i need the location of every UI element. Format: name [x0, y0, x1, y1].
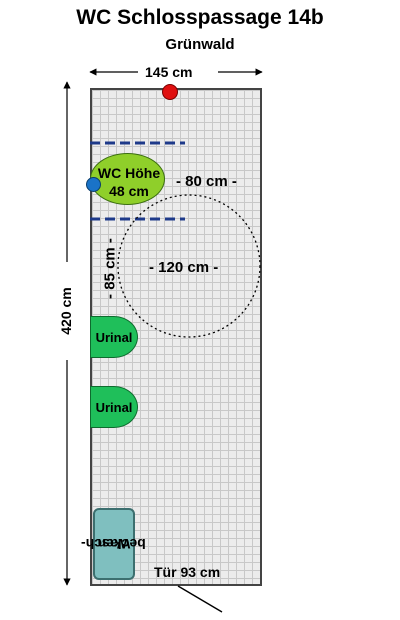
- wc-front-clearance-label: - 85 cm -: [101, 238, 119, 299]
- turning-circle: [117, 194, 261, 338]
- urinal-2: Urinal: [90, 386, 138, 428]
- wc-height-label: WC Höhe 48 cm: [90, 164, 168, 200]
- wash-basin: [93, 508, 135, 580]
- red-marker: [162, 84, 178, 100]
- wc-label-line1: WC Höhe: [97, 165, 161, 181]
- door-label: Tür 93 cm: [154, 564, 221, 580]
- turning-space-label: - 120 cm -: [149, 259, 219, 276]
- door-swing: [177, 585, 223, 613]
- plan-title: WC Schlosspassage 14b: [76, 6, 324, 29]
- sink-label-line2: becken: [97, 536, 147, 552]
- wc-label-line2: 48 cm: [109, 183, 149, 199]
- urinal-1: Urinal: [90, 316, 138, 358]
- wash-basin-label: Wasch- becken: [81, 508, 146, 580]
- wc-side-clearance-label: - 80 cm -: [176, 173, 237, 190]
- blue-marker: [86, 177, 101, 192]
- plan-subtitle: Grünwald: [165, 36, 235, 53]
- width-label: 145 cm: [145, 64, 193, 80]
